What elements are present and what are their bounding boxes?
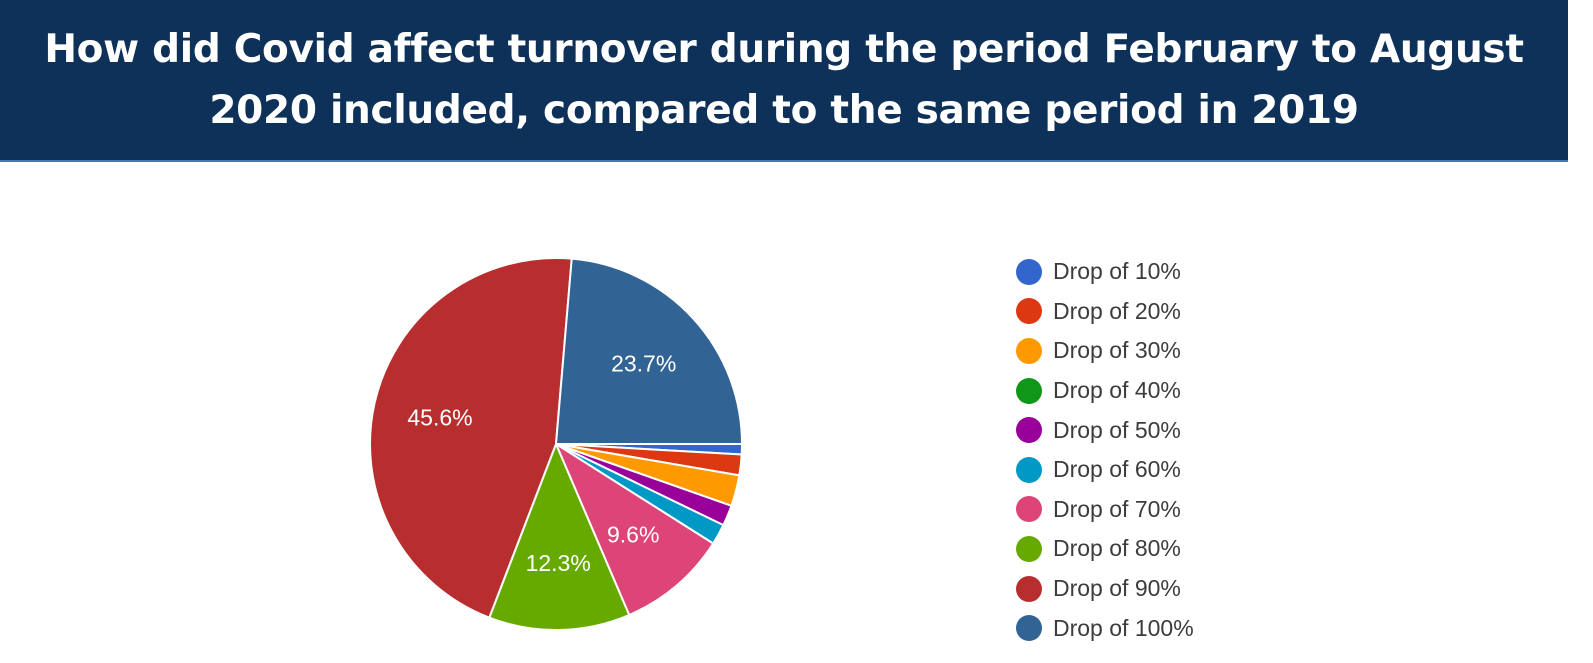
legend-label: Drop of 20% — [1053, 297, 1181, 324]
legend-swatch — [1016, 417, 1042, 444]
legend-item-drop-of-30: Drop of 30% — [1016, 331, 1194, 371]
data-label-drop-of-80: 12.3% — [526, 550, 591, 576]
legend-item-drop-of-80: Drop of 80% — [1016, 529, 1194, 569]
legend-swatch — [1016, 535, 1042, 562]
legend-swatch — [1016, 575, 1042, 602]
legend-swatch — [1016, 456, 1042, 483]
legend-label: Drop of 50% — [1053, 416, 1181, 443]
chart-title: How did Covid affect turnover during the… — [44, 27, 1524, 133]
legend-swatch — [1016, 615, 1042, 642]
legend-label: Drop of 70% — [1053, 495, 1181, 522]
data-label-drop-of-70: 9.6% — [607, 522, 659, 548]
legend-item-drop-of-60: Drop of 60% — [1016, 450, 1194, 490]
legend-label: Drop of 60% — [1053, 456, 1181, 483]
legend-item-drop-of-40: Drop of 40% — [1016, 371, 1194, 411]
legend-label: Drop of 10% — [1053, 258, 1181, 285]
legend-swatch — [1016, 337, 1042, 364]
legend-swatch — [1016, 377, 1042, 404]
legend-label: Drop of 100% — [1053, 614, 1194, 641]
legend-label: Drop of 90% — [1053, 575, 1181, 602]
legend-item-drop-of-70: Drop of 70% — [1016, 490, 1194, 530]
chart-legend: Drop of 10% Drop of 20% Drop of 30% Drop of… — [1016, 252, 1194, 648]
legend-swatch — [1016, 496, 1042, 523]
legend-item-drop-of-20: Drop of 20% — [1016, 292, 1194, 332]
title-banner: How did Covid affect turnover during the… — [0, 0, 1568, 162]
legend-item-drop-of-50: Drop of 50% — [1016, 410, 1194, 450]
pie-slice-drop-of-100 — [555, 257, 743, 445]
data-label-drop-of-90: 45.6% — [407, 404, 472, 430]
pie-slice-drop-of-90 — [369, 257, 573, 619]
legend-item-drop-of-10: Drop of 10% — [1016, 252, 1194, 292]
data-label-drop-of-100: 23.7% — [611, 351, 676, 377]
legend-item-drop-of-100: Drop of 100% — [1016, 608, 1194, 648]
pie-slice-drop-of-80 — [488, 443, 631, 631]
legend-swatch — [1016, 258, 1042, 285]
legend-label: Drop of 30% — [1053, 337, 1181, 364]
pie-slice-drop-of-70 — [555, 443, 715, 616]
legend-label: Drop of 40% — [1053, 377, 1181, 404]
legend-swatch — [1016, 298, 1042, 325]
legend-label: Drop of 80% — [1053, 535, 1181, 562]
legend-item-drop-of-90: Drop of 90% — [1016, 569, 1194, 609]
